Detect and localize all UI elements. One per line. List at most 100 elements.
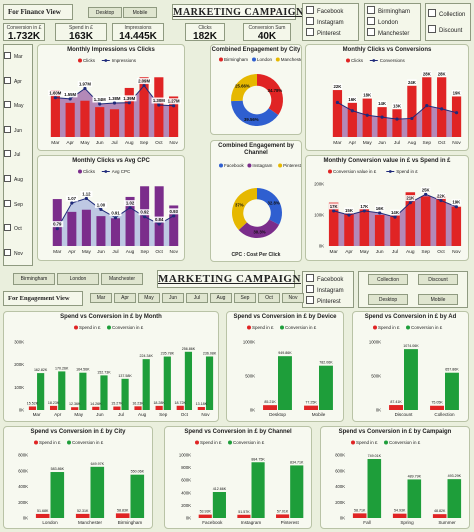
data-label: 18.23K [48,401,60,405]
city-btn-birmingham[interactable]: Birmingham [13,273,55,285]
checkbox-icon[interactable] [306,285,314,293]
chart-clicks-conv: Clicks Conversions Mar Apr May Jun Jul Aug Sep Oc… [332,58,461,146]
checkbox-icon[interactable] [4,101,11,109]
checkbox-icon[interactable] [367,28,375,36]
x-tick-label: Jul [394,140,400,146]
data-label: 949.86K [278,351,292,355]
filter-london[interactable]: London [367,17,398,26]
filter-manchester[interactable]: Manchester [367,28,409,37]
device-btn-desktop[interactable]: Desktop [368,294,408,305]
checkbox-icon[interactable] [4,248,11,256]
filter-instagram[interactable]: Instagram [306,17,344,26]
desktop-button[interactable]: Desktop [88,7,122,18]
month-button-jun[interactable]: Jun [162,293,184,303]
kpi-value: 40K [257,31,277,42]
month-button-may[interactable]: May [138,293,160,303]
bar-apr [344,212,354,246]
legend-label: Facebook [224,163,245,168]
checkbox-icon[interactable] [306,17,314,25]
month-label: Aug [14,177,23,183]
month-button-oct[interactable]: Oct [258,293,280,303]
bar-spend-jun [92,406,100,410]
data-label: 0.84 [155,217,164,222]
filter-birmingham[interactable]: Birmingham [367,6,410,15]
y-tick-label: 500K [245,374,255,379]
bar-nov [169,205,179,246]
month-slicer-mar[interactable]: Mar [4,52,30,66]
filter-pinterest[interactable]: Pinterest [306,28,341,37]
x-tick-label: May [80,140,90,146]
checkbox-icon[interactable] [4,175,11,182]
checkbox-icon[interactable] [306,274,314,282]
ad-btn-discount[interactable]: Discount [418,274,458,285]
checkbox-icon[interactable] [4,224,11,232]
city-btn-manchester[interactable]: Manchester [101,273,143,285]
month-slicer-apr[interactable]: Apr [4,76,30,91]
y-tick-label: 600K [181,478,191,483]
checkbox-icon[interactable] [4,52,11,59]
bar-conversion-aug [142,359,150,410]
data-label: 57.01K [277,509,289,513]
data-label: 16K [376,206,385,211]
bar-spend-apr [49,405,58,410]
checkbox-icon[interactable] [306,28,314,36]
bar-spend-mar [28,406,37,410]
legend-dot-icon [351,440,355,445]
mobile-button[interactable]: Mobile [123,7,157,18]
chart-title: Combined Engagement by City [211,47,301,53]
checkbox-icon[interactable] [4,150,11,158]
checkbox-icon[interactable] [428,9,436,17]
x-tick-label: May [363,140,373,146]
mid-filter-pinterest[interactable]: Pinterest [306,296,341,305]
month-slicer-sep[interactable]: Sep [4,199,30,214]
card-imp-clicks: Monthly Impressions vs Clicks Clicks Impr… [37,44,185,151]
checkbox-icon[interactable] [428,25,436,33]
card-sc-device: Spend vs Conversion in £ by Device Spend… [226,311,344,422]
filter-facebook[interactable]: Facebook [306,6,343,15]
chart-channel-donut: Facebook Instagram Pinterest 32.8% 30.3% 37% [219,163,301,238]
bar-spend-may [71,407,79,410]
chart-title: Combined Engagement by Channel [218,143,294,156]
month-slicer-jun[interactable]: Jun [4,125,30,140]
line-point [350,109,354,113]
checkbox-icon[interactable] [306,296,314,304]
checkbox-icon[interactable] [4,199,11,207]
month-slicer-may[interactable]: May [4,101,30,115]
legend-label: Conversion in £ [112,325,144,330]
month-button-sep[interactable]: Sep [234,293,256,303]
data-label: 22K [333,84,342,89]
legend-label: Impressions [112,58,137,63]
line-point [393,215,397,219]
month-button-nov[interactable]: Nov [282,293,304,303]
data-label-bg [51,221,64,228]
card-sc-campaign: Spend vs Conversion in £ by Campaign Spe… [320,426,470,529]
data-label-bg [362,92,372,99]
mid-filter-facebook[interactable]: Facebook [306,274,343,283]
checkbox-icon[interactable] [367,17,375,25]
month-slicer-nov[interactable]: Nov [4,248,30,263]
month-slicer-aug[interactable]: Aug [4,175,30,189]
checkbox-icon[interactable] [367,6,375,14]
checkbox-icon[interactable] [4,76,11,84]
city-btn-london[interactable]: London [57,273,99,285]
x-tick-label: Jul [112,249,118,255]
mid-filter-instagram[interactable]: Instagram [306,285,344,294]
month-slicer-oct[interactable]: Oct [4,224,30,238]
bar-aug [407,85,417,137]
device-btn-mobile[interactable]: Mobile [418,294,458,305]
month-button-aug[interactable]: Aug [210,293,232,303]
filter-discount[interactable]: Discount [428,25,462,34]
bar-spend-fall [352,513,367,518]
month-button-apr[interactable]: Apr [114,293,136,303]
month-button-mar[interactable]: Mar [90,293,112,303]
month-button-jul[interactable]: Jul [186,293,208,303]
filter-collection[interactable]: Collection [428,9,465,18]
line-point [142,83,146,88]
data-label: 1.27M [168,99,180,104]
ad-btn-collection[interactable]: Collection [368,274,408,285]
month-slicer-jul[interactable]: Jul [4,150,30,164]
bar-conversion-discount [404,349,418,410]
checkbox-icon[interactable] [306,6,314,14]
checkbox-icon[interactable] [4,125,11,133]
donut-slice-birmingham [257,74,283,115]
